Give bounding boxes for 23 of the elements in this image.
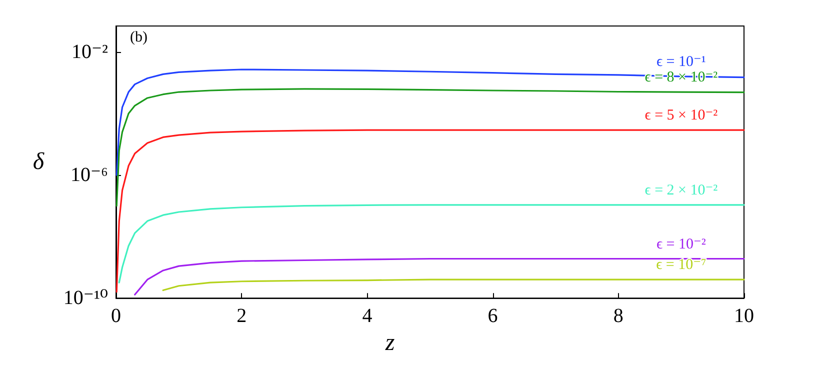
y-tick-label: 10⁻¹⁰	[63, 287, 108, 310]
annotation: (b)	[130, 30, 148, 46]
y-tick-label: 10⁻⁶	[70, 164, 108, 186]
line-series	[118, 204, 745, 284]
series-label: ϵ = 2 × 10⁻²	[644, 182, 718, 198]
x-tick-label: 8	[613, 305, 624, 328]
line-series	[116, 68, 745, 176]
y-axis-title: δ	[32, 149, 45, 176]
y-tick-label: 10⁻²	[71, 41, 108, 63]
line-series	[162, 278, 745, 292]
series-label: ϵ = 10⁻¹	[656, 54, 706, 70]
line-series	[116, 129, 745, 293]
x-tick-label: 2	[236, 305, 247, 328]
line-series	[116, 88, 745, 207]
series-label: ϵ = 10⁻⁷	[656, 257, 706, 274]
series-label: ϵ = 10⁻²	[656, 236, 706, 252]
line-series	[134, 258, 745, 296]
x-tick-label: 4	[362, 305, 372, 328]
x-axis-title: z	[384, 330, 396, 356]
x-tick-label: 10	[734, 305, 754, 328]
series-label: ϵ = 5 × 10⁻²	[644, 108, 718, 124]
x-tick-label: 0	[111, 305, 121, 328]
x-tick-label: 6	[488, 305, 498, 328]
